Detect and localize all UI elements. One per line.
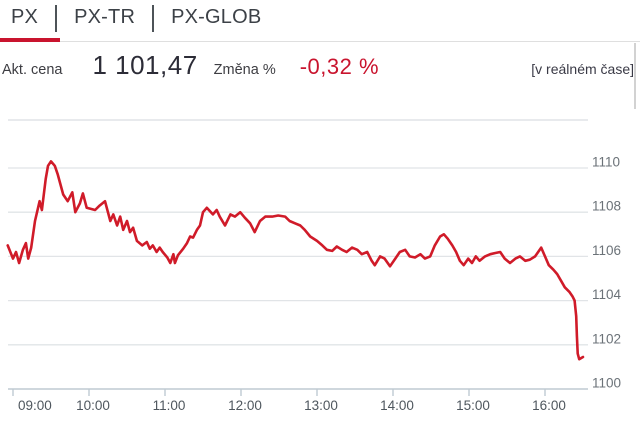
tab-separator — [152, 5, 155, 32]
x-axis-label: 10:00 — [76, 398, 110, 413]
y-axis-label: 1104 — [592, 287, 622, 302]
tab-px-glob[interactable]: PX-GLOB — [171, 6, 262, 28]
x-axis-label: 11:00 — [153, 398, 186, 413]
y-axis-label: 1110 — [592, 155, 620, 170]
realtime-note: [v reálném čase] — [531, 61, 634, 77]
quote-row: Akt. cena 1 101,47 Změna % -0,32 % [v re… — [0, 50, 634, 90]
y-axis-label: 1106 — [592, 243, 621, 258]
change-percent-value: -0,32 % — [299, 54, 380, 79]
x-axis-label: 15:00 — [456, 398, 490, 413]
x-axis-label: 16:00 — [532, 398, 566, 413]
index-tabs: PX PX-TR PX-GLOB — [0, 0, 640, 42]
tab-separator — [55, 5, 58, 32]
widget-right-border — [634, 43, 636, 109]
price-line — [6, 160, 585, 361]
tab-px[interactable]: PX — [11, 6, 39, 28]
x-axis-label: 14:00 — [380, 398, 414, 413]
change-percent-label: Změna % — [213, 62, 276, 78]
chart-area: 1110 1108 1106 1104 1102 1100 09:00 10:00 11:00 1… — [0, 118, 640, 418]
y-axis-label: 1100 — [592, 376, 621, 391]
y-axis-label: 1102 — [592, 331, 621, 346]
x-axis-label: 09:00 — [18, 398, 52, 413]
active-tab-underline — [0, 38, 60, 42]
y-axis-label: 1108 — [592, 199, 621, 214]
x-axis-label: 13:00 — [304, 398, 338, 413]
current-price-value: 1 101,47 — [92, 50, 198, 80]
x-axis-label: 12:00 — [228, 398, 262, 413]
price-chart: 1110 1108 1106 1104 1102 1100 09:00 10:00 11:00 1… — [6, 119, 622, 413]
tab-px-tr[interactable]: PX-TR — [74, 6, 136, 28]
current-price-label: Akt. cena — [2, 62, 63, 78]
